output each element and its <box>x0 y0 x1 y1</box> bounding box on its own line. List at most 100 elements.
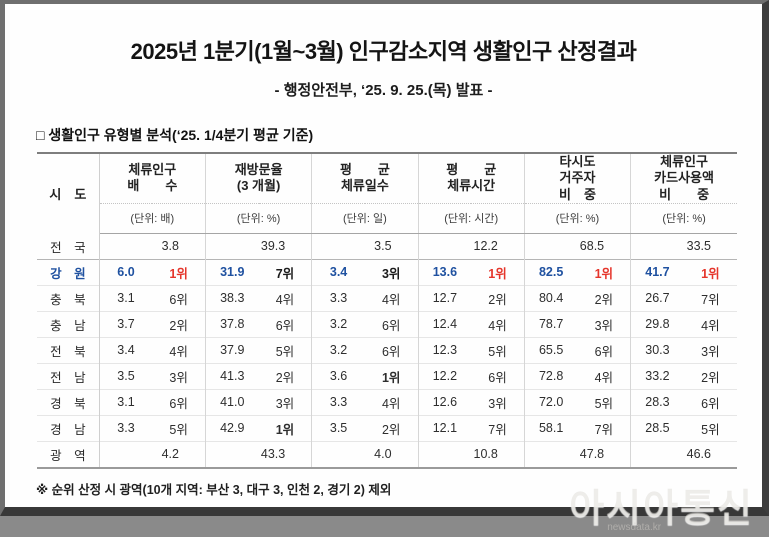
value-cell: 10.8 <box>417 440 525 468</box>
value-cell: 39.3 <box>204 233 312 260</box>
table-row: 경 북 3.1 6위 41.0 3위 3.3 4위 12.6 3위 72.0 5위 28.3 6위 <box>37 388 737 416</box>
rank-cell: 3위 <box>683 336 737 364</box>
value-cell: 3.7 <box>98 310 153 338</box>
rank-cell: 4위 <box>683 310 737 338</box>
rank-cell: 6위 <box>471 362 525 390</box>
table-header-cell: 타시도 거주자 비 중 <box>523 153 631 204</box>
rank-cell: 4위 <box>258 284 312 312</box>
rank-cell: 3위 <box>152 362 206 390</box>
value-cell: 78.7 <box>523 310 578 338</box>
table-header-cell: 평 균 체류시간 <box>417 153 525 204</box>
rank-cell: 6위 <box>683 388 737 416</box>
page-subtitle: - 행정안전부, ‘25. 9. 25.(목) 발표 - <box>274 82 493 99</box>
value-cell: 41.7 <box>630 258 684 286</box>
value-cell: 4.0 <box>311 440 419 468</box>
value-cell: 3.6 <box>311 362 365 390</box>
table-row: 경 남 3.3 5위 42.9 1위 3.5 2위 12.1 7위 58.1 7위 28.5 5위 <box>37 414 737 442</box>
table-header-cell: 체류인구 카드사용액 비 중 <box>630 153 737 204</box>
table-header-cell: 재방문율 (3 개월) <box>204 153 312 204</box>
value-cell: 13.6 <box>417 258 472 286</box>
value-cell: 12.2 <box>417 362 472 390</box>
value-cell: 37.8 <box>204 310 259 338</box>
value-cell: 6.0 <box>98 258 153 286</box>
value-cell: 3.5 <box>98 362 153 390</box>
value-cell: 58.1 <box>523 414 578 442</box>
rank-cell: 5위 <box>683 414 737 442</box>
region-cell: 충 북 <box>37 284 100 312</box>
value-cell: 28.5 <box>630 414 684 442</box>
value-cell: 3.3 <box>98 414 153 442</box>
value-cell: 28.3 <box>630 388 684 416</box>
rank-cell: 5위 <box>577 388 631 416</box>
rank-cell: 6위 <box>364 310 419 338</box>
rank-cell: 6위 <box>152 388 206 416</box>
rank-cell: 2위 <box>364 414 419 442</box>
rank-cell: 1위 <box>577 258 631 286</box>
region-header-cell: 시 도 <box>37 153 100 234</box>
table-row: 전 북 3.4 4위 37.9 5위 3.2 6위 12.3 5위 65.5 6위 30.3 3위 <box>37 336 737 364</box>
region-cell: 강 원 <box>37 258 100 286</box>
rank-cell: 2위 <box>683 362 737 390</box>
watermark-subtext: newsdata.kr <box>607 522 662 533</box>
table-header-cell: 체류인구 배 수 <box>98 153 206 204</box>
unit-cell: (단위: %) <box>630 203 737 234</box>
unit-row: (단위: 배) (단위: %) (단위: 일) (단위: 시간) (단위: %) (단위:… <box>37 203 737 234</box>
table-row: 광 역 4.2 43.3 4.0 10.8 47.8 46.6 <box>37 440 737 468</box>
table-row: 강 원 6.0 1위 31.9 7위 3.4 3위 13.6 1위 82.5 1위 41.7 1위 <box>37 258 737 286</box>
value-cell: 3.1 <box>98 284 153 312</box>
value-cell: 12.1 <box>417 414 472 442</box>
value-cell: 3.3 <box>311 388 365 416</box>
value-cell: 29.8 <box>630 310 684 338</box>
value-cell: 68.5 <box>523 233 631 260</box>
region-cell: 전 남 <box>37 362 100 390</box>
region-cell: 경 북 <box>37 388 100 416</box>
value-cell: 3.5 <box>311 233 419 260</box>
rank-cell: 7위 <box>577 414 631 442</box>
rank-cell: 3위 <box>471 388 525 416</box>
value-cell: 42.9 <box>204 414 259 442</box>
value-cell: 3.3 <box>311 284 365 312</box>
value-cell: 3.8 <box>98 233 206 260</box>
table-body: 전 국 3.8 39.3 3.5 12.2 68.5 33.5 강 원 6.0 1위 31.9 7위 3… <box>37 233 737 468</box>
rank-cell: 4위 <box>152 336 206 364</box>
table-row: 충 남 3.7 2위 37.8 6위 3.2 6위 12.4 4위 78.7 3위 29.8 4위 <box>37 310 737 338</box>
rank-cell: 6위 <box>364 336 419 364</box>
value-cell: 30.3 <box>630 336 684 364</box>
value-cell: 33.5 <box>630 233 737 260</box>
unit-cell: (단위: %) <box>523 203 631 234</box>
rank-cell: 3위 <box>577 310 631 338</box>
rank-cell: 1위 <box>152 258 206 286</box>
value-cell: 3.2 <box>311 310 365 338</box>
table-row: 전 국 3.8 39.3 3.5 12.2 68.5 33.5 <box>37 233 737 260</box>
document-page: 2025년 1분기(1월~3월) 인구감소지역 생활인구 산정결과 - 행정안전… <box>5 34 762 537</box>
value-cell: 12.4 <box>417 310 472 338</box>
value-cell: 3.1 <box>98 388 153 416</box>
table-header-cell: 평 균 체류일수 <box>311 153 419 204</box>
value-cell: 31.9 <box>204 258 259 286</box>
rank-cell: 3위 <box>258 388 312 416</box>
page-title: 2025년 1분기(1월~3월) 인구감소지역 생활인구 산정결과 <box>130 39 637 64</box>
rank-cell: 5위 <box>152 414 206 442</box>
rank-cell: 1위 <box>683 258 737 286</box>
value-cell: 72.0 <box>523 388 578 416</box>
footnote: ※ 순위 산정 시 광역(10개 지역: 부산 3, 대구 3, 인천 2, 경… <box>36 482 392 497</box>
unit-cell: (단위: 배) <box>98 203 206 234</box>
region-cell: 충 남 <box>37 310 100 338</box>
value-cell: 3.4 <box>311 258 365 286</box>
rank-cell: 5위 <box>258 336 312 364</box>
value-cell: 38.3 <box>204 284 259 312</box>
region-cell: 전 북 <box>37 336 100 364</box>
rank-cell: 2위 <box>258 362 312 390</box>
data-table: 시 도 체류인구 배 수 재방문율 (3 개월) 평 균 체류일수 평 균 체류시간 타시… <box>37 152 737 469</box>
rank-cell: 4위 <box>577 362 631 390</box>
region-cell: 광 역 <box>37 440 100 468</box>
header-row: 시 도 체류인구 배 수 재방문율 (3 개월) 평 균 체류일수 평 균 체류시간 타시… <box>37 153 737 234</box>
region-cell: 경 남 <box>37 414 100 442</box>
value-cell: 47.8 <box>523 440 631 468</box>
value-cell: 82.5 <box>523 258 578 286</box>
value-cell: 4.2 <box>98 440 206 468</box>
rank-cell: 7위 <box>258 258 312 286</box>
value-cell: 72.8 <box>523 362 578 390</box>
value-cell: 3.5 <box>311 414 365 442</box>
